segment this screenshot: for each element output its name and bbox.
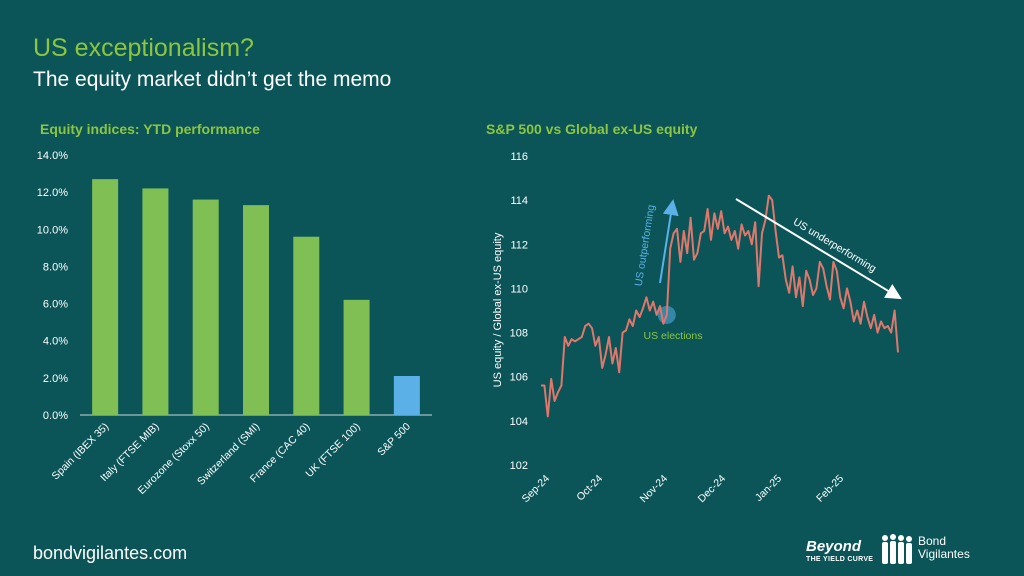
bar xyxy=(393,376,420,415)
beyond-logo-tagline: THE YIELD CURVE xyxy=(806,556,874,563)
y-tick-label: 114 xyxy=(510,195,528,207)
bar xyxy=(293,236,320,415)
outperforming-label: US outperforming xyxy=(633,204,658,287)
x-tick-label: Dec-24 xyxy=(696,473,729,506)
y-tick-label: 12.0% xyxy=(37,187,68,199)
y-tick-label: 14.0% xyxy=(37,150,68,162)
y-tick-label: 6.0% xyxy=(43,299,68,311)
people-silhouette-icon xyxy=(882,534,912,564)
y-tick-label: 110 xyxy=(510,283,528,295)
y-tick-label: 102 xyxy=(510,460,528,472)
x-tick-label: Nov-24 xyxy=(638,473,671,506)
bar xyxy=(243,205,269,415)
beyond-logo: Beyond THE YIELD CURVE xyxy=(806,539,876,569)
y-tick-label: 112 xyxy=(510,239,528,251)
y-tick-label: 108 xyxy=(510,328,528,340)
x-tick-label: Feb-25 xyxy=(814,473,846,505)
bar xyxy=(92,179,119,415)
bar xyxy=(192,199,219,415)
line-chart-title: S&P 500 vs Global ex-US equity xyxy=(486,121,698,137)
bond-vigilantes-line2: Vigilantes xyxy=(918,547,970,561)
y-tick-label: 2.0% xyxy=(43,373,68,385)
x-tick-label: Sep-24 xyxy=(520,473,553,506)
y-tick-label: 8.0% xyxy=(43,261,68,273)
footer-url[interactable]: bondvigilantes.com xyxy=(33,543,188,563)
x-tick-label: Jan-25 xyxy=(753,473,784,504)
underperforming-arrow xyxy=(735,198,902,300)
y-tick-label: 0.0% xyxy=(43,410,68,422)
y-tick-label: 104 xyxy=(510,416,528,428)
series-line xyxy=(541,194,899,418)
y-tick-label: 116 xyxy=(510,151,528,163)
page-title: US exceptionalism? xyxy=(33,34,254,62)
y-tick-label: 106 xyxy=(510,372,528,384)
y-tick-label: 10.0% xyxy=(37,224,68,236)
beyond-logo-text: Beyond xyxy=(806,538,862,555)
bar xyxy=(343,299,370,415)
bond-vigilantes-logo: Bond Vigilantes xyxy=(880,530,1000,570)
bar-chart: 0.0%2.0%4.0%6.0%8.0%10.0%12.0%14.0%Spain… xyxy=(37,150,432,497)
bar xyxy=(142,188,169,415)
us-elections-label: US elections xyxy=(644,330,703,342)
y-axis-label: US equity / Global ex-US equity xyxy=(492,232,504,387)
page-subtitle: The equity market didn’t get the memo xyxy=(33,68,392,91)
x-tick-label: Oct-24 xyxy=(574,473,605,504)
line-chart: 102 104 106 108 110 112 114 116 US equity / Glob… xyxy=(492,151,902,506)
y-tick-label: 4.0% xyxy=(43,336,68,348)
bar-chart-title: Equity indices: YTD performance xyxy=(40,121,260,137)
bond-vigilantes-line1: Bond xyxy=(918,534,947,548)
outperforming-arrow xyxy=(659,199,679,284)
